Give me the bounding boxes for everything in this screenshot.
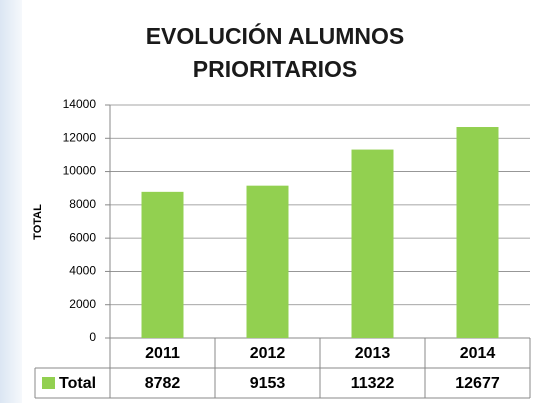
y-tick-label: 10000 <box>63 164 97 178</box>
bar <box>141 191 184 338</box>
legend-label: Total <box>59 375 96 392</box>
y-tick-label: 8000 <box>69 197 96 211</box>
x-tick-label: 2012 <box>250 345 286 362</box>
y-tick-label: 12000 <box>63 130 97 144</box>
y-tick-label: 0 <box>89 330 96 344</box>
x-tick-label: 2013 <box>355 345 391 362</box>
y-tick-label: 14000 <box>63 97 97 111</box>
table-value: 11322 <box>351 375 395 392</box>
table-value: 8782 <box>145 375 181 392</box>
bar <box>246 185 289 338</box>
x-tick-label: 2014 <box>460 345 496 362</box>
legend-swatch <box>42 377 55 389</box>
x-tick-label: 2011 <box>145 345 180 362</box>
y-axis-label: TOTAL <box>32 204 44 240</box>
bar <box>456 127 499 339</box>
y-tick-label: 6000 <box>69 230 96 244</box>
y-tick-label: 4000 <box>69 264 96 278</box>
bar <box>351 149 394 338</box>
table-value: 9153 <box>250 375 286 392</box>
y-tick-label: 2000 <box>69 297 96 311</box>
table-value: 12677 <box>455 375 500 392</box>
chart-title: EVOLUCIÓN ALUMNOS PRIORITARIOS <box>145 23 405 82</box>
